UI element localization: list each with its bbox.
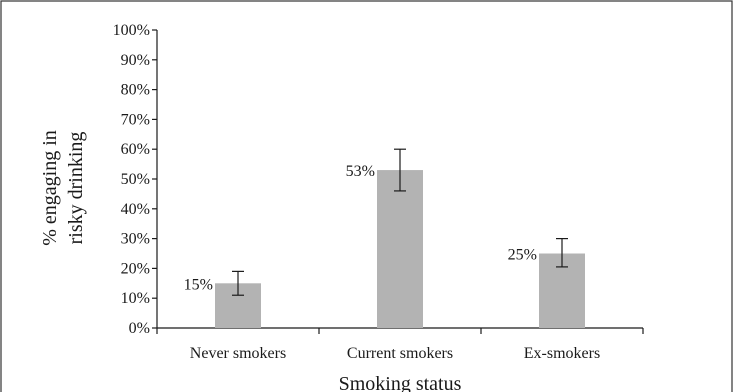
y-tick-label: 40% <box>121 201 150 218</box>
y-tick-label: 30% <box>121 231 150 248</box>
x-tick-label: Never smokers <box>190 345 286 362</box>
bar <box>377 170 423 328</box>
y-tick-label: 10% <box>121 290 150 307</box>
y-axis-title: % engaging in risky drinking <box>39 130 87 246</box>
x-axis-title: Smoking status <box>339 373 462 392</box>
data-label: 25% <box>508 247 537 264</box>
y-tick-label: 20% <box>121 260 150 277</box>
y-axis-title-line-2: risky drinking <box>65 132 87 245</box>
data-label: 53% <box>346 163 375 180</box>
y-axis-title-line-1: % engaging in <box>39 130 61 246</box>
y-tick-label: 70% <box>121 111 150 128</box>
y-tick-label: 100% <box>113 22 150 39</box>
plot-area: 0% 10% 20% 30% 40% 50% 60% 70% 80% 90% 100% 15% Neve… <box>113 22 644 362</box>
y-tick-label: 0% <box>129 320 150 337</box>
y-tick-label: 80% <box>121 82 150 99</box>
y-tick-label: 90% <box>121 52 150 69</box>
data-label: 15% <box>184 276 213 293</box>
x-tick-label: Ex-smokers <box>524 345 600 362</box>
y-tick-label: 50% <box>121 171 150 188</box>
x-tick-label: Current smokers <box>347 345 453 362</box>
y-tick-label: 60% <box>121 141 150 158</box>
